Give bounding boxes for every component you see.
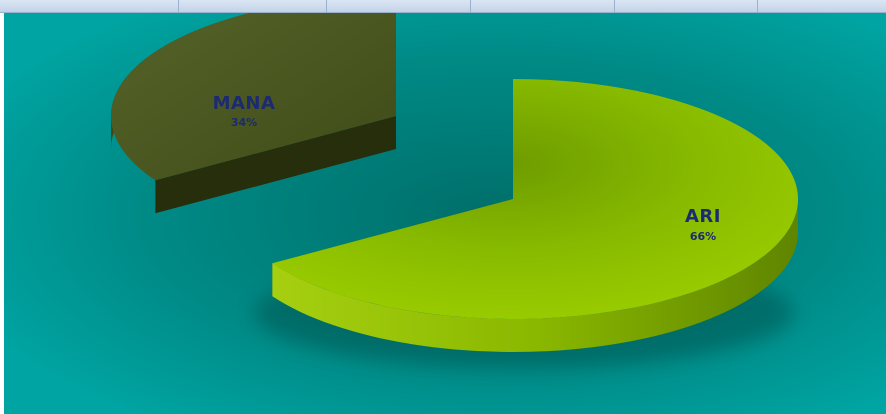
slice-label-ari: ARI xyxy=(685,206,721,227)
slice-percent-ari: 66% xyxy=(690,230,716,243)
pie-chart: ARI 66% MANA 34% xyxy=(4,13,886,414)
chart-area[interactable]: ARI 66% MANA 34% xyxy=(4,13,886,414)
spreadsheet-column-header xyxy=(0,0,886,13)
slice-inner-wall-mana xyxy=(155,116,396,214)
slice-label-mana: MANA xyxy=(213,93,276,114)
slice-top-mana xyxy=(111,13,396,181)
column-divider xyxy=(470,0,471,12)
column-divider xyxy=(757,0,758,12)
pie-slice-ari[interactable] xyxy=(272,79,798,353)
slice-top-ari xyxy=(272,79,798,319)
column-divider xyxy=(614,0,615,12)
pie-slice-mana[interactable] xyxy=(111,13,396,214)
slice-percent-mana: 34% xyxy=(231,116,257,129)
column-divider xyxy=(326,0,327,12)
column-divider xyxy=(178,0,179,12)
slice-side-ari xyxy=(272,199,798,353)
